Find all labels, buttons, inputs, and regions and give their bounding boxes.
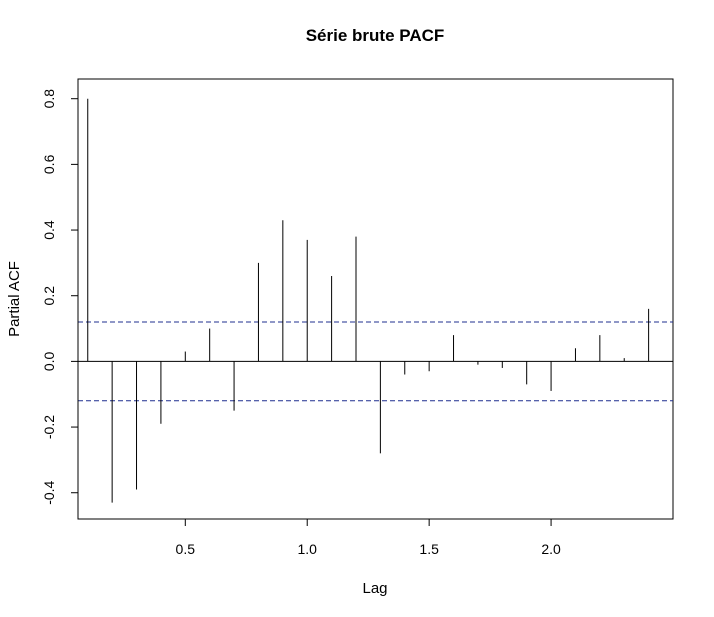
x-tick-label: 1.5 [419,541,439,557]
chart-title: Série brute PACF [306,26,445,45]
y-tick-label: -0.2 [41,415,57,439]
y-tick-label: 0.4 [41,220,57,240]
y-axis: -0.4 -0.2 0.0 0.2 0.4 0.6 0.8 [41,89,79,505]
x-axis-label: Lag [362,580,387,597]
y-tick-label: 0.2 [41,286,57,306]
plot-area [77,78,674,520]
confidence-bounds [78,321,673,402]
x-tick-label: 1.0 [297,541,317,557]
y-tick-label: 0.0 [41,351,57,371]
x-tick-label: 2.0 [541,541,561,557]
x-tick-label: 0.5 [176,541,196,557]
pacf-bars [87,98,650,503]
y-tick-label: 0.8 [41,89,57,109]
y-tick-label: -0.4 [41,480,57,504]
x-axis: 0.5 1.0 1.5 2.0 [176,518,561,557]
y-axis-label: Partial ACF [6,261,23,337]
y-tick-label: 0.6 [41,154,57,174]
